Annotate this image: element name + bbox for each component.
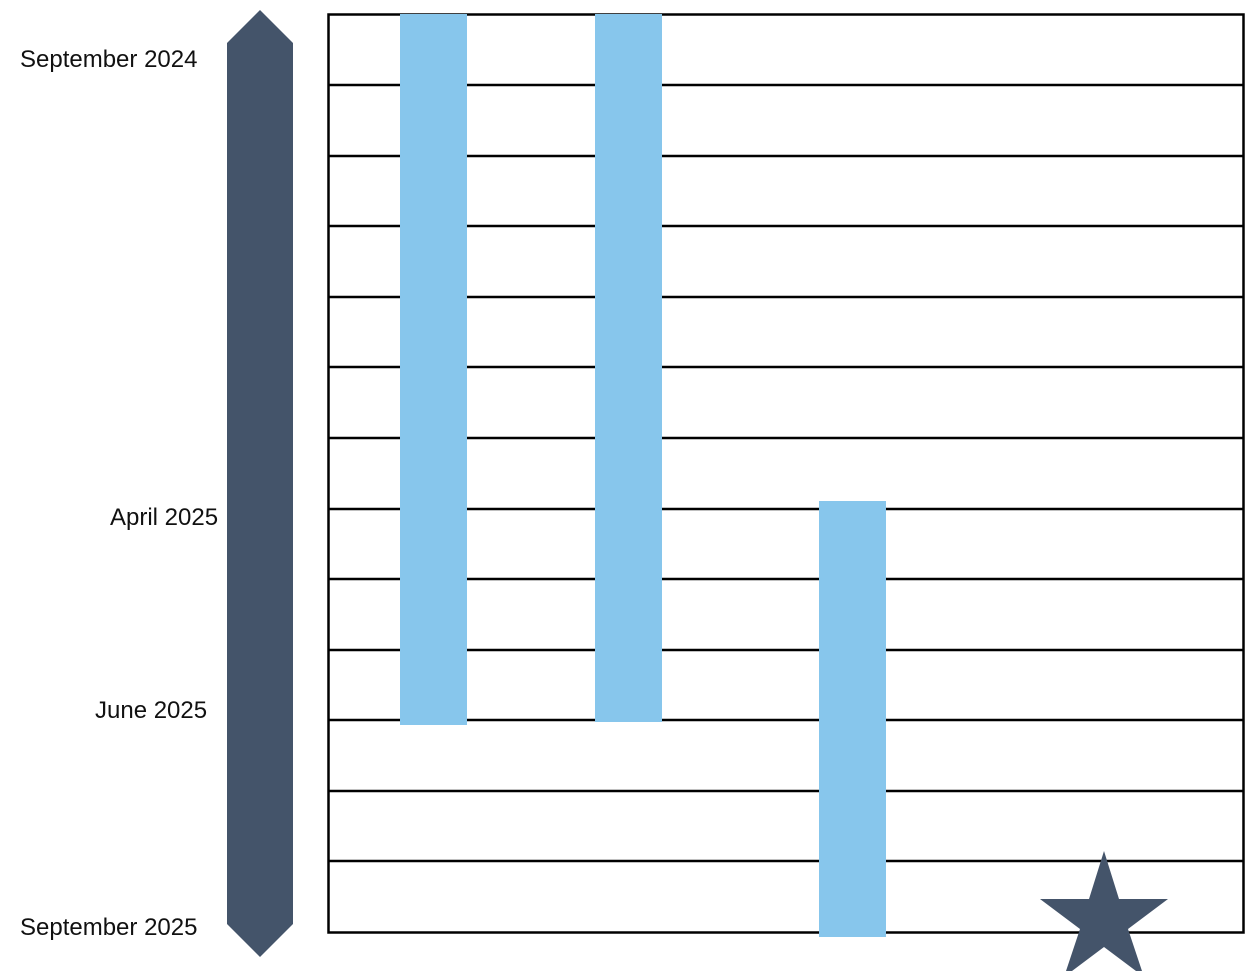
timeline-label-june-2025: June 2025 bbox=[95, 697, 208, 724]
duration-bar-2 bbox=[595, 14, 662, 722]
duration-bar-3 bbox=[819, 501, 886, 937]
duration-bar-1 bbox=[400, 14, 467, 725]
timeline-label-start: September 2024 bbox=[20, 46, 198, 73]
milestone-star-icon bbox=[1040, 851, 1168, 971]
grid-lines bbox=[328, 83, 1243, 863]
grid-frame bbox=[327, 13, 1245, 934]
timeline-label-end: September 2025 bbox=[20, 914, 198, 941]
timeline-double-arrow-icon bbox=[227, 10, 293, 957]
timeline-label-april-2025: April 2025 bbox=[110, 504, 219, 531]
